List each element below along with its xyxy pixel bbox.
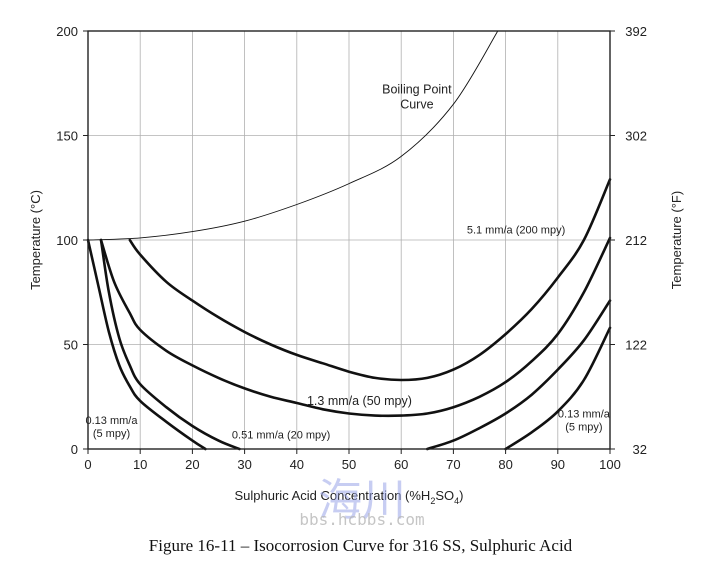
series-line-0-13-mm-a-5-mpy-right-branch (504, 326, 612, 451)
x-tick-label: 90 (551, 457, 565, 472)
y-tick-label-right: 122 (625, 338, 647, 353)
x-tick-label: 60 (394, 457, 408, 472)
y-tick-label-left: 0 (71, 442, 78, 457)
y-tick-label-left: 100 (56, 233, 78, 248)
annotation-boiling: Boiling Point (382, 83, 452, 97)
x-tick-label: 100 (599, 457, 621, 472)
series-line-5-1-mm-a-200-mpy (128, 178, 612, 382)
series-line-0-13-mm-a-5-mpy (86, 238, 207, 451)
y-axis-title-left: Temperature (°C) (28, 190, 43, 290)
y-tick-label-right: 212 (625, 233, 647, 248)
series-line-0-51-mm-a-20-mpy (99, 238, 241, 451)
x-tick-label: 0 (84, 457, 91, 472)
x-tick-label: 50 (342, 457, 356, 472)
x-axis-title-sub1: 2 (430, 496, 435, 506)
y-tick-label-right: 302 (625, 129, 647, 144)
grid (87, 30, 611, 450)
x-axis-title-sub2: 4 (454, 496, 459, 506)
x-axis-title-end: ) (459, 488, 463, 503)
watermark-url: bbs.hcbbs.com (299, 510, 424, 529)
annotation-mpy5right: (5 mpy) (565, 422, 602, 434)
x-axis-title-mid: SO (435, 488, 454, 503)
x-tick-label: 70 (446, 457, 460, 472)
x-tick-label: 20 (185, 457, 199, 472)
annotation-mpy5right: 0.13 mm/a (558, 409, 611, 421)
figure-caption: Figure 16-11 – Isocorrosion Curve for 31… (148, 536, 573, 555)
x-tick-label: 40 (290, 457, 304, 472)
watermark-chars: 海川 (318, 475, 406, 526)
annotation-mpy5left: 0.13 mm/a (86, 415, 139, 427)
annotation-mpy50: 1.3 mm/a (50 mpy) (307, 394, 412, 408)
series-line-0-51-mm-a-20-mpy-right-branch (426, 299, 612, 451)
series-group (86, 30, 612, 451)
y-tick-label-left: 200 (56, 24, 78, 39)
x-tick-label: 10 (133, 457, 147, 472)
y-axis-title-right: Temperature (°F) (669, 191, 684, 289)
annotation-boiling: Curve (400, 98, 433, 112)
x-tick-label: 30 (237, 457, 251, 472)
tick-labels: 0 10 20 30 40 50 60 70 80 90 100 0 50 100 150 200 32 122 2… (56, 24, 647, 472)
y-tick-label-right: 32 (633, 442, 647, 457)
annotation-mpy5left: (5 mpy) (93, 428, 130, 440)
y-tick-label-left: 150 (56, 129, 78, 144)
x-tick-label: 80 (498, 457, 512, 472)
annotation-mpy20: 0.51 mm/a (20 mpy) (232, 430, 330, 442)
series-line-1-3-mm-a-50-mpy (99, 236, 612, 418)
series-line-boiling-point-curve (87, 30, 499, 241)
x-axis-title-main: Sulphuric Acid Concentration (%H (235, 488, 431, 503)
y-tick-label-right: 392 (625, 24, 647, 39)
y-tick-label-left: 50 (64, 338, 78, 353)
annotation-mpy200: 5.1 mm/a (200 mpy) (467, 225, 565, 237)
x-axis-title: Sulphuric Acid Concentration (%H2SO4) (235, 488, 464, 506)
